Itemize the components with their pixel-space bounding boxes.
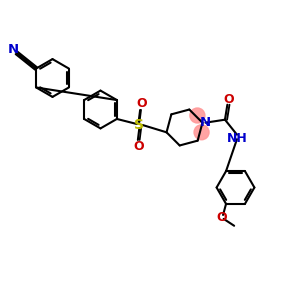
Text: S: S bbox=[134, 118, 144, 132]
Text: O: O bbox=[133, 140, 144, 153]
Circle shape bbox=[190, 108, 205, 123]
Text: O: O bbox=[223, 93, 234, 106]
Circle shape bbox=[194, 125, 209, 140]
Text: NH: NH bbox=[227, 132, 248, 145]
Text: N: N bbox=[199, 116, 210, 129]
Text: O: O bbox=[136, 97, 147, 110]
Text: O: O bbox=[216, 211, 227, 224]
Text: N: N bbox=[8, 43, 19, 56]
